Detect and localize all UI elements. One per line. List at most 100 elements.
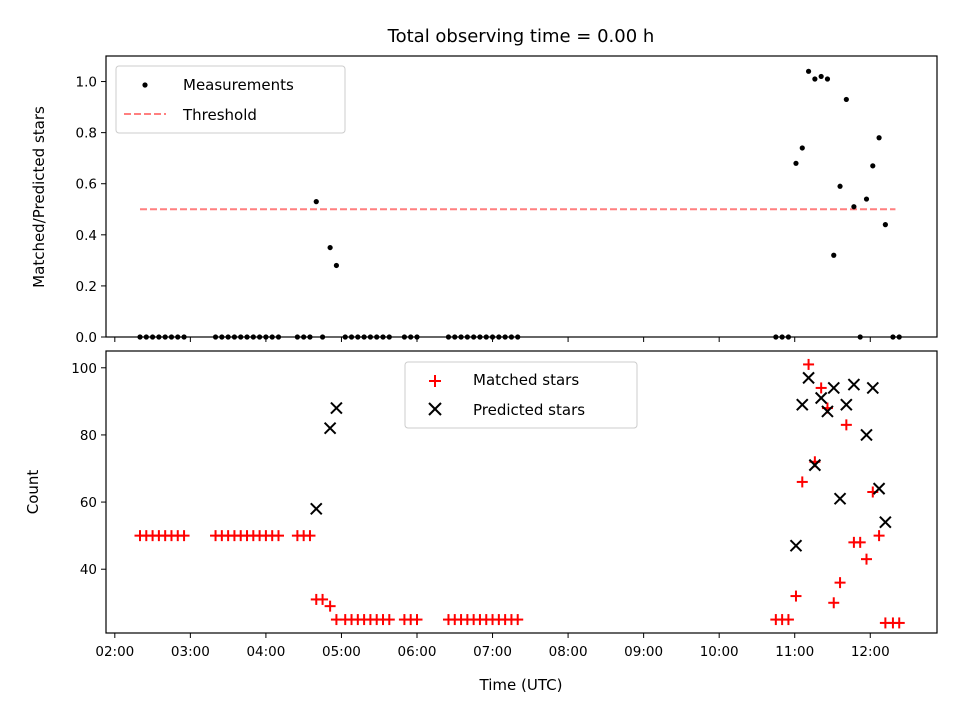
predicted-star-point [866, 381, 879, 395]
measurement-point [483, 334, 489, 340]
predicted-star-point [833, 492, 847, 505]
measurement-point [225, 334, 231, 340]
measurement-point [231, 334, 238, 340]
measurement-point [162, 334, 168, 340]
matched-stars-series [134, 358, 905, 629]
bottom-panel: 40 60 80 100 02:00 03:00 04:00 05:00 06:00 07:00… [24, 350, 938, 694]
measurement-point [219, 334, 225, 340]
top-y-tick-label: 0.2 [76, 279, 97, 295]
measurement-point [793, 160, 799, 166]
measurement-point [275, 334, 282, 340]
measurement-point [143, 334, 149, 340]
measurements-legend-label: Measurements [183, 76, 294, 94]
measurement-point [837, 183, 843, 189]
measurement-point [876, 135, 882, 141]
bottom-plot-area [105, 350, 938, 634]
measurement-point [244, 334, 250, 340]
matched-star-point [840, 419, 852, 431]
bottom-y-axis-label: Count [24, 470, 42, 515]
measurement-point [250, 334, 256, 340]
measurement-point [818, 73, 824, 80]
matched-star-point [304, 530, 316, 542]
predicted-star-point [847, 378, 861, 391]
measurement-point [263, 334, 269, 340]
bottom-y-tick-label: 40 [80, 562, 97, 578]
x-tick-label-09-00: 09:00 [624, 644, 663, 660]
measurement-point [355, 334, 361, 340]
matched-star-point [178, 530, 190, 542]
top-y-ticks: 0.0 0.2 0.4 0.6 0.8 1.0 [76, 75, 106, 346]
measurement-point [489, 334, 496, 340]
measurement-point [361, 334, 367, 340]
threshold-legend-label: Threshold [182, 106, 257, 124]
measurement-point [471, 334, 477, 340]
measurement-point [812, 76, 818, 82]
measurement-point [824, 76, 831, 82]
x-axis-label: Time (UTC) [479, 676, 563, 694]
measurement-point [779, 334, 785, 340]
bottom-y-tick-label: 100 [71, 361, 97, 377]
matched-star-point [854, 536, 866, 548]
matched-star-point [317, 593, 329, 605]
matched-stars-legend-marker [429, 375, 441, 387]
top-plot-area [105, 55, 938, 338]
predicted-star-point [879, 516, 892, 529]
measurement-point [870, 163, 876, 169]
measurements-series [137, 68, 902, 340]
measurement-point [851, 204, 857, 210]
measurement-point [333, 262, 340, 269]
measurement-point [477, 334, 483, 340]
measurement-point [342, 334, 348, 340]
measurement-point [773, 334, 779, 340]
x-tick-label-12-00: 12:00 [851, 644, 890, 660]
matched-star-point [272, 530, 284, 542]
predicted-star-point [310, 502, 323, 515]
predicted-star-point [814, 391, 828, 405]
bottom-legend-box [404, 361, 638, 429]
bottom-x-ticks: 02:00 03:00 04:00 05:00 06:00 07:00 08:00 09:00… [95, 633, 890, 660]
matched-star-point [383, 614, 395, 626]
measurement-point [452, 334, 458, 340]
measurement-point [496, 334, 502, 340]
measurement-point [319, 334, 326, 340]
measurement-point [508, 334, 515, 340]
matched-star-point [796, 476, 808, 488]
measurement-point [386, 334, 392, 340]
x-tick-label-10-00: 10:00 [700, 644, 739, 660]
measurement-point [890, 334, 896, 340]
top-y-tick-label: 0.4 [76, 228, 97, 244]
measurement-point [294, 334, 300, 340]
measurement-point [327, 244, 333, 251]
measurement-point [408, 334, 414, 340]
measurement-point [458, 334, 464, 340]
x-tick-label-07-00: 07:00 [473, 644, 512, 660]
predicted-star-point [872, 482, 886, 495]
measurement-point [238, 334, 244, 340]
measurement-point [414, 334, 420, 340]
bottom-legend: Matched stars Predicted stars [404, 361, 638, 429]
matched-star-point [815, 382, 827, 394]
measurement-point [257, 334, 263, 340]
top-legend: Measurements Threshold [115, 65, 346, 134]
bottom-y-tick-label: 80 [80, 428, 97, 444]
matched-star-point [873, 530, 885, 542]
top-legend-box [115, 65, 346, 134]
x-tick-label-06-00: 06:00 [398, 644, 437, 660]
measurement-point [149, 334, 156, 340]
matched-star-point [893, 617, 905, 629]
matched-star-point [828, 597, 840, 609]
x-tick-label-05-00: 05:00 [322, 644, 361, 660]
predicted-star-point [796, 398, 809, 411]
predicted-star-point [840, 398, 853, 411]
measurement-point [843, 96, 849, 103]
top-y-tick-label: 0.8 [76, 126, 97, 142]
measurement-point [896, 334, 902, 340]
matched-star-point [860, 553, 872, 565]
measurement-point [181, 334, 187, 340]
measurement-point [168, 334, 175, 340]
matched-stars-legend-label: Matched stars [473, 371, 579, 389]
top-panel: 0.0 0.2 0.4 0.6 0.8 1.0 Matched/Predicted sta… [30, 55, 938, 346]
x-tick-label-02-00: 02:00 [95, 644, 134, 660]
measurement-point [464, 334, 470, 340]
